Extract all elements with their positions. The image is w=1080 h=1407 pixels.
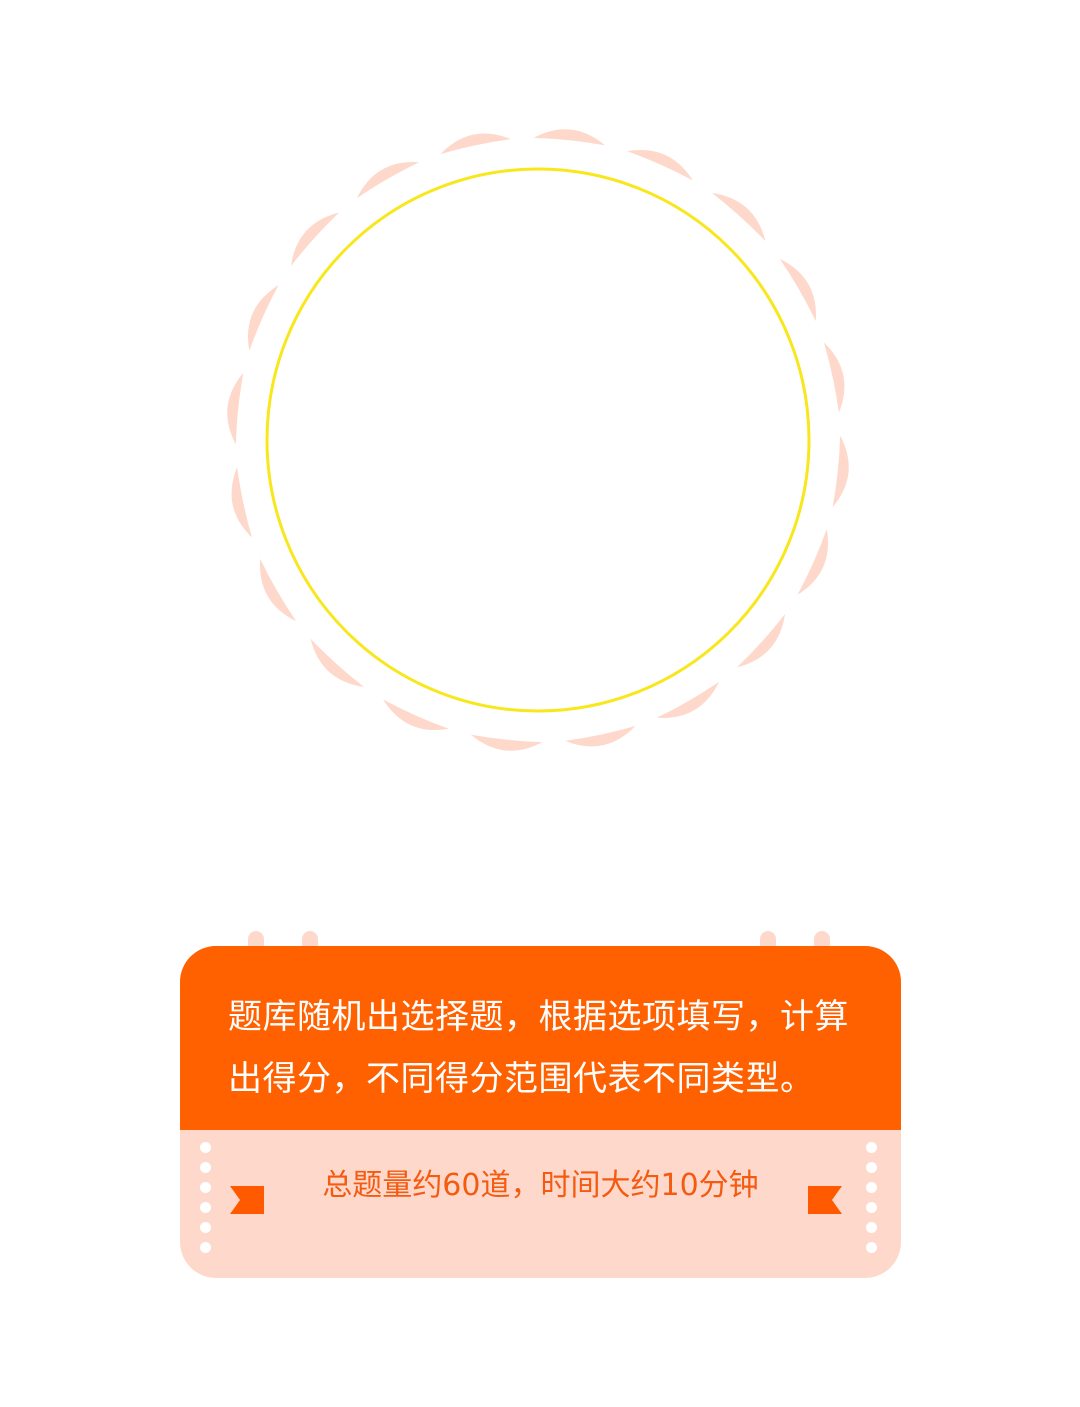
- petal-shape: [533, 129, 606, 146]
- petal-shape: [823, 342, 845, 413]
- quiz-description: 题库随机出选择题，根据选项填写，计算出得分，不同得分范围代表不同类型。: [228, 997, 849, 1099]
- dot: [866, 1142, 877, 1153]
- petal-ring: [227, 129, 849, 751]
- petal-shape: [470, 734, 543, 751]
- petal-shape: [227, 372, 244, 445]
- petal-shape: [656, 681, 720, 718]
- right-dot-column: [866, 1142, 878, 1262]
- petal-shape: [440, 133, 511, 155]
- dot: [200, 1142, 211, 1153]
- petal-shape: [356, 162, 420, 199]
- dot: [866, 1162, 877, 1173]
- dot: [866, 1222, 877, 1233]
- petal-shape: [797, 529, 828, 595]
- petal-shape: [248, 285, 279, 351]
- card-footer: 总题量约60道，时间大约10分钟: [180, 1130, 901, 1278]
- petal-shape: [231, 467, 253, 538]
- petal-shape: [832, 435, 849, 508]
- intro-card: 题库随机出选择题，根据选项填写，计算出得分，不同得分范围代表不同类型。 总题量约…: [180, 946, 901, 1278]
- dot: [200, 1242, 211, 1253]
- dot: [200, 1182, 211, 1193]
- yellow-ring-circle: [265, 167, 811, 713]
- ribbon-flag-right-icon: [230, 1186, 264, 1214]
- petal-shape: [291, 212, 340, 267]
- dot: [866, 1242, 877, 1253]
- dot: [200, 1162, 211, 1173]
- hero-frame: [227, 129, 849, 751]
- petal-shape: [736, 613, 785, 668]
- petal-shape: [627, 150, 693, 181]
- petal-shape: [779, 258, 816, 322]
- dot: [866, 1182, 877, 1193]
- quiz-info: 总题量约60道，时间大约10分钟: [322, 1168, 759, 1203]
- petal-shape: [711, 193, 766, 242]
- dot: [200, 1222, 211, 1233]
- petal-shape: [310, 638, 365, 687]
- petal-shape: [260, 558, 297, 622]
- ribbon-flag-left-icon: [808, 1186, 842, 1214]
- petal-shape: [565, 725, 636, 747]
- card-header: 题库随机出选择题，根据选项填写，计算出得分，不同得分范围代表不同类型。: [180, 946, 901, 1130]
- dot: [200, 1202, 211, 1213]
- petal-shape: [383, 699, 449, 730]
- dot: [866, 1202, 877, 1213]
- left-dot-column: [200, 1142, 212, 1262]
